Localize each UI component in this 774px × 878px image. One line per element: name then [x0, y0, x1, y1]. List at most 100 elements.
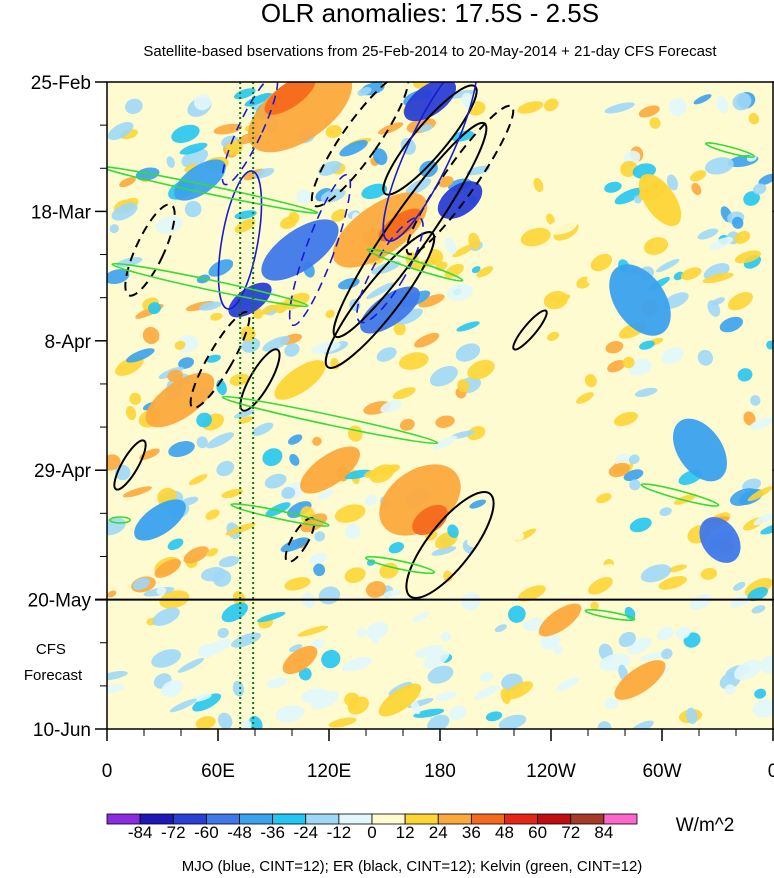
- anomaly-patch: [504, 681, 534, 700]
- anomaly-patch: [515, 478, 546, 492]
- anomaly-patch: [125, 405, 137, 421]
- anomaly-patch: [167, 538, 184, 551]
- colorbar-label: 12: [396, 823, 415, 842]
- anomaly-patch: [751, 605, 766, 614]
- colorbar-label: -12: [327, 823, 352, 842]
- anomaly-patch: [543, 290, 568, 310]
- anomaly-patch: [476, 266, 494, 278]
- anomaly-patch: [699, 517, 741, 563]
- anomaly-patch: [238, 416, 253, 424]
- contour-legend: MJO (blue, CINT=12); ER (black, CINT=12)…: [182, 858, 643, 875]
- colorbar-label: 36: [462, 823, 481, 842]
- anomaly-patch: [734, 231, 751, 244]
- anomaly-patch: [275, 705, 305, 723]
- anomaly-patch: [231, 632, 262, 648]
- colorbar-label: 48: [495, 823, 514, 842]
- anomaly-patch: [274, 360, 326, 400]
- contour-line: [512, 309, 548, 351]
- anomaly-patch: [587, 412, 615, 433]
- anomaly-patch: [747, 486, 773, 502]
- anomaly-patch: [343, 469, 372, 480]
- anomaly-patch: [266, 677, 288, 689]
- anomaly-patch: [546, 213, 555, 225]
- y-tick-label: 18-Mar: [31, 202, 92, 223]
- anomaly-patch: [429, 365, 458, 387]
- anomaly-patch: [510, 541, 533, 559]
- chart-title: OLR anomalies: 17.5S - 2.5S: [261, 0, 599, 28]
- anomaly-patch: [344, 567, 366, 584]
- colorbar-label: -60: [194, 823, 219, 842]
- anomaly-patch: [388, 542, 404, 554]
- anomaly-patch: [752, 698, 773, 718]
- anomaly-patch: [498, 714, 527, 729]
- anomaly-patch: [556, 677, 580, 692]
- anomaly-patch: [129, 392, 142, 405]
- anomaly-patch: [590, 253, 613, 272]
- forecast-label-line-1: CFS: [36, 641, 66, 658]
- anomaly-patch: [474, 685, 500, 700]
- anomaly-patch: [234, 218, 256, 233]
- anomaly-patch: [452, 244, 475, 258]
- anomaly-patch: [484, 322, 497, 336]
- anomaly-patch: [155, 215, 183, 234]
- anomaly-patch: [563, 127, 591, 138]
- anomaly-patch: [469, 499, 487, 509]
- anomaly-patch: [543, 98, 559, 112]
- anomaly-patch: [568, 358, 579, 369]
- anomaly-patch: [328, 717, 357, 728]
- anomaly-patch: [179, 142, 208, 155]
- anomaly-patch: [727, 291, 753, 311]
- anomaly-patch: [666, 174, 678, 191]
- anomaly-patch: [697, 228, 719, 240]
- colorbar-label: -48: [227, 823, 252, 842]
- anomaly-patch: [555, 316, 580, 332]
- contour-line: [217, 170, 263, 310]
- anomaly-patch: [537, 342, 547, 355]
- chart-subtitle: Satellite-based bservations from 25-Feb-…: [143, 43, 717, 60]
- anomaly-patch: [178, 357, 194, 369]
- anomaly-patch: [280, 537, 310, 553]
- anomaly-patch: [107, 590, 117, 598]
- anomaly-patch: [704, 157, 734, 175]
- anomaly-patch: [132, 577, 151, 591]
- anomaly-patch: [314, 531, 326, 542]
- anomaly-patch: [747, 587, 768, 602]
- anomaly-patch: [205, 509, 220, 520]
- anomaly-patch: [607, 360, 626, 373]
- anomaly-patch: [210, 312, 223, 321]
- anomaly-patch: [689, 594, 713, 610]
- anomaly-patch: [369, 464, 395, 483]
- anomaly-patch: [376, 347, 397, 362]
- anomaly-patch: [152, 607, 180, 626]
- anomaly-patch: [380, 399, 402, 413]
- anomaly-patch: [737, 368, 753, 382]
- anomaly-patch: [661, 648, 673, 660]
- contour-line: [239, 348, 281, 412]
- anomaly-patch: [691, 182, 702, 196]
- y-tick-label: 25-Feb: [31, 73, 91, 94]
- anomaly-patch: [174, 159, 226, 201]
- x-tick-label: 0: [768, 761, 774, 782]
- anomaly-patch: [356, 628, 367, 638]
- anomaly-patch: [241, 719, 252, 729]
- anomaly-patch: [262, 336, 290, 352]
- anomaly-patch: [658, 575, 687, 590]
- anomaly-patch: [604, 102, 635, 114]
- anomaly-patch: [628, 454, 640, 465]
- anomaly-patch: [433, 435, 458, 450]
- anomaly-patch: [281, 486, 296, 499]
- anomaly-patch: [614, 660, 666, 700]
- anomaly-patch: [357, 87, 372, 97]
- anomaly-patch: [284, 343, 300, 357]
- anomaly-patch: [656, 627, 674, 641]
- anomaly-patch: [361, 183, 388, 200]
- y-tick-label: 8-Apr: [45, 332, 92, 353]
- anomaly-patch: [749, 417, 773, 430]
- anomaly-patch: [594, 376, 619, 396]
- anomaly-patch: [532, 152, 562, 169]
- anomaly-patch: [206, 432, 235, 449]
- anomaly-patch: [659, 507, 672, 517]
- contour-line: [230, 503, 330, 527]
- anomaly-patch: [366, 621, 389, 640]
- anomaly-patch: [529, 330, 557, 341]
